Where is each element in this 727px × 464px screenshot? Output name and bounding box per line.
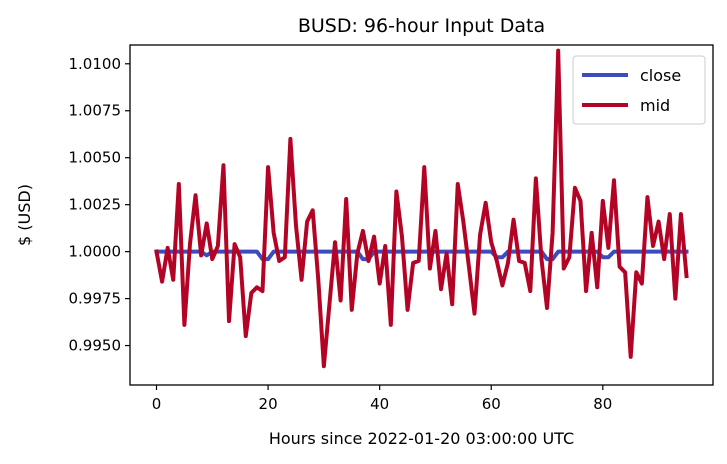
plot-series-group — [154, 48, 689, 369]
x-axis-label: Hours since 2022-01-20 03:00:00 UTC — [269, 429, 574, 448]
legend: close mid — [572, 55, 706, 125]
legend-label-mid: mid — [640, 96, 670, 115]
y-tick-label: 0.9975 — [69, 290, 122, 308]
series-layer — [154, 48, 689, 369]
y-tick-label: 0.9950 — [69, 337, 122, 355]
y-tick-label: 1.0075 — [69, 102, 122, 120]
y-axis-label: $ (USD) — [15, 184, 34, 246]
y-tick-label: 1.0000 — [69, 243, 122, 261]
x-tick-label: 40 — [370, 395, 389, 413]
chart-title: BUSD: 96-hour Input Data — [298, 15, 545, 37]
legend-box — [572, 55, 706, 125]
y-axis: 0.9950 0.9975 1.0000 1.0025 1.0050 1.0075 1.01… — [69, 55, 130, 355]
x-tick-label: 20 — [259, 395, 278, 413]
x-tick-label: 60 — [482, 395, 501, 413]
y-tick-label: 1.0025 — [69, 196, 122, 214]
series-line-mid — [154, 48, 689, 369]
x-tick-label: 80 — [593, 395, 612, 413]
y-tick-label: 1.0100 — [69, 55, 122, 73]
plot-frame — [129, 44, 714, 386]
legend-label-close: close — [640, 66, 681, 85]
y-tick-label: 1.0050 — [69, 149, 122, 167]
x-axis: 0 20 40 60 80 — [152, 385, 612, 413]
x-tick-label: 0 — [152, 395, 162, 413]
